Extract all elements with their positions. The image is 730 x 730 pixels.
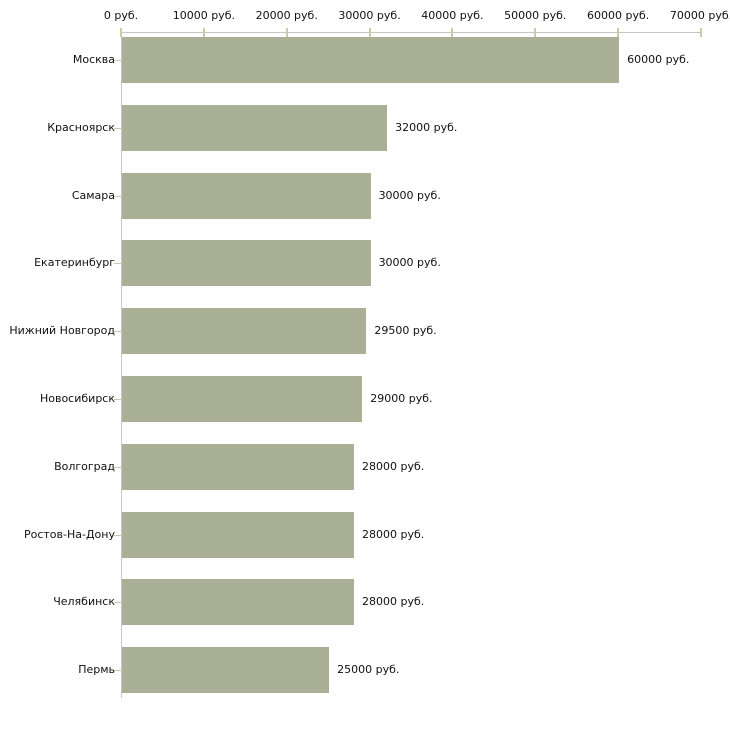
bar: [122, 104, 388, 151]
category-label: Пермь: [78, 663, 115, 677]
x-axis-tick-mark: [451, 28, 454, 37]
category-tick-mark: [114, 466, 121, 468]
category-label: Нижний Новгород: [9, 324, 115, 338]
y-axis-line: [121, 32, 122, 698]
bar: [122, 579, 354, 626]
bar-value-label: 29500 руб.: [374, 324, 437, 338]
category-tick-mark: [114, 602, 121, 604]
bar: [122, 172, 371, 219]
x-axis-line: [121, 32, 701, 33]
x-axis-tick-mark: [285, 28, 288, 37]
x-axis-tick-mark: [534, 28, 537, 37]
x-axis-tick-label: 10000 руб.: [172, 9, 235, 22]
category-tick-mark: [114, 127, 121, 129]
category-tick-mark: [114, 331, 121, 333]
bar-value-label: 32000 руб.: [395, 120, 458, 134]
x-axis-tick-label: 30000 руб.: [338, 9, 401, 22]
category-label: Екатеринбург: [34, 256, 115, 270]
category-label: Волгоград: [54, 459, 115, 473]
category-label: Москва: [72, 53, 115, 66]
category-tick-mark: [114, 534, 121, 536]
category-tick-mark: [114, 195, 121, 197]
x-axis-tick-label: 0 руб.: [103, 9, 139, 22]
x-axis-tick-label: 20000 руб.: [255, 9, 318, 22]
x-axis-tick-label: 40000 руб.: [421, 9, 484, 22]
x-axis-tick-label: 50000 руб.: [504, 9, 567, 22]
category-label: Красноярск: [47, 120, 115, 134]
x-axis-tick-label: 70000 руб.: [669, 9, 730, 22]
x-axis-tick-mark: [700, 28, 702, 37]
bar-value-label: 30000 руб.: [378, 188, 441, 202]
bar-value-label: 25000 руб.: [337, 663, 400, 677]
bar-value-label: 28000 руб.: [362, 459, 425, 473]
bar-value-label: 28000 руб.: [362, 595, 425, 609]
x-axis-tick-mark: [617, 28, 620, 37]
bar: [122, 37, 620, 83]
bar-value-label: 28000 руб.: [362, 527, 425, 541]
bar-value-label: 30000 руб.: [378, 256, 441, 270]
x-axis-tick-mark: [202, 28, 205, 37]
category-tick-mark: [114, 60, 121, 61]
bar: [122, 240, 371, 287]
x-axis-tick-label: 60000 руб.: [587, 9, 650, 22]
category-tick-mark: [114, 399, 121, 400]
bar-value-label: 60000 руб.: [627, 53, 690, 66]
bar: [122, 376, 363, 422]
x-axis-tick-mark: [120, 28, 122, 37]
x-axis-tick-mark: [368, 28, 371, 37]
bar: [122, 647, 330, 694]
category-label: Новосибирск: [39, 392, 115, 405]
bar: [122, 308, 367, 355]
bar: [122, 511, 354, 558]
category-label: Челябинск: [53, 595, 115, 609]
category-tick-mark: [114, 670, 121, 672]
bar-value-label: 29000 руб.: [370, 392, 433, 405]
category-label: Ростов-На-Дону: [23, 527, 115, 541]
category-tick-mark: [114, 263, 121, 265]
bar: [122, 443, 354, 490]
category-label: Самара: [71, 188, 115, 202]
